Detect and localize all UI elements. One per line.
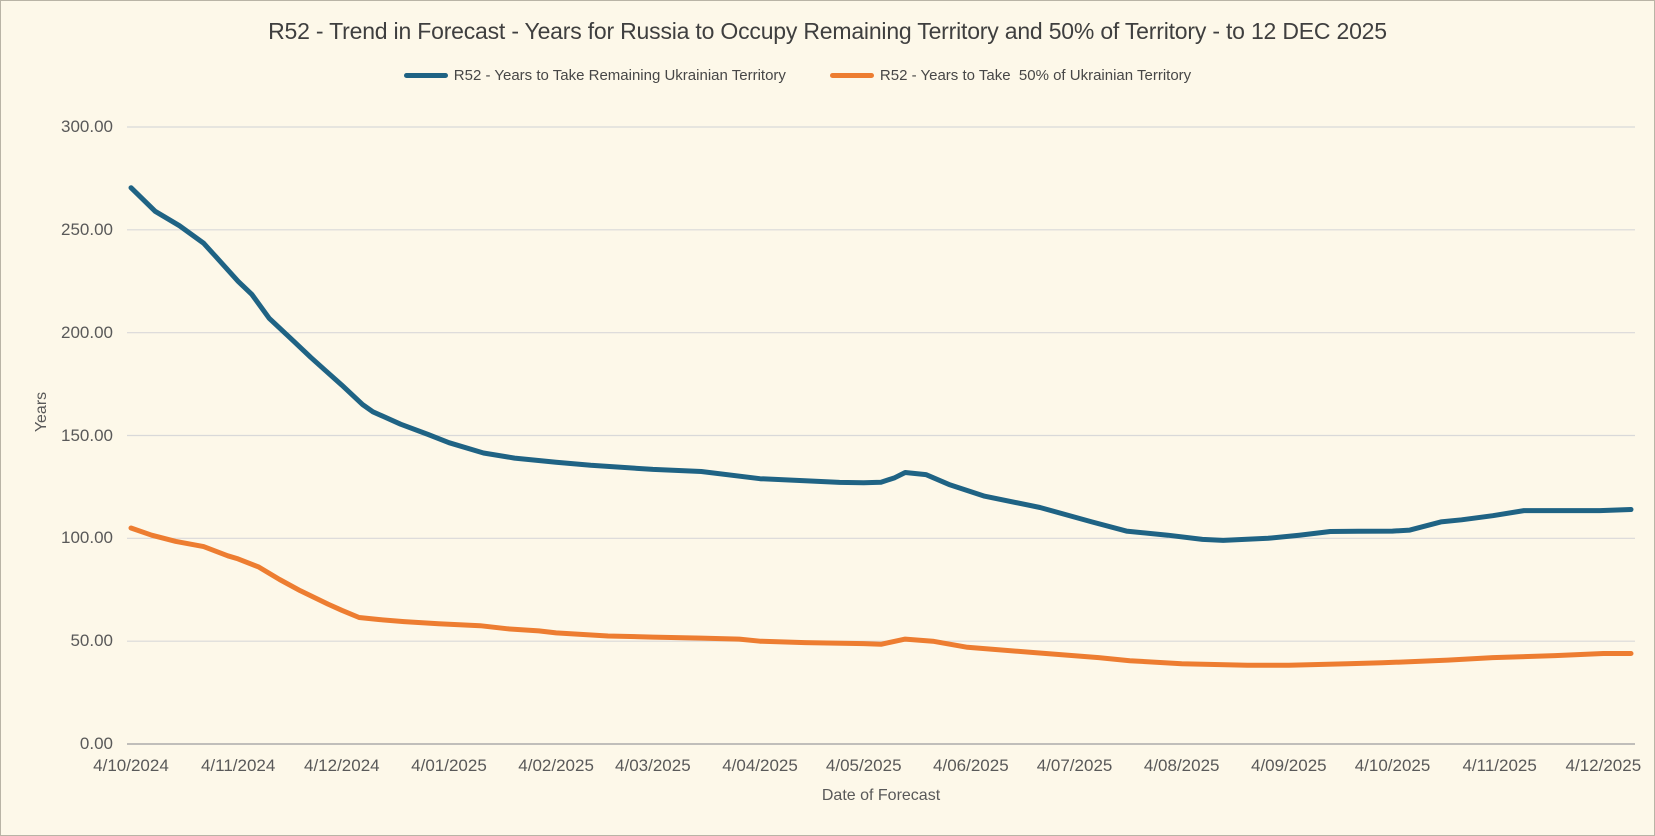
y-tick-label-150.00: 150.00 bbox=[61, 425, 113, 445]
x-tick-label-4/08/2025: 4/08/2025 bbox=[1143, 756, 1220, 775]
series-lines bbox=[128, 185, 1634, 668]
y-tick-label-300.00: 300.00 bbox=[61, 117, 113, 136]
series-line-1 bbox=[128, 525, 1634, 668]
legend-item-0: R52 - Years to Take Remaining Ukrainian … bbox=[403, 67, 786, 84]
x-tick-label-4/10/2025: 4/10/2025 bbox=[1354, 756, 1431, 775]
y-tick-label-250.00: 250.00 bbox=[61, 219, 113, 239]
x-tick-label-4/09/2025: 4/09/2025 bbox=[1251, 756, 1327, 775]
legend-line-swatch-icon bbox=[829, 73, 874, 78]
y-axis-title: Years bbox=[33, 391, 50, 433]
x-tick-label-4/12/2024: 4/12/2024 bbox=[304, 756, 380, 775]
x-tick-label-4/05/2025: 4/05/2025 bbox=[825, 756, 902, 775]
chart-title: R52 - Trend in Forecast - Years for Russ… bbox=[268, 18, 1387, 44]
x-tick-label-4/01/2025: 4/01/2025 bbox=[411, 756, 487, 775]
legend: R52 - Years to Take Remaining Ukrainian … bbox=[1, 67, 1654, 84]
x-tick-label-4/11/2025: 4/11/2025 bbox=[1462, 756, 1537, 775]
x-axis-title: Date of Forecast bbox=[821, 787, 941, 804]
x-tick-label-4/02/2025: 4/02/2025 bbox=[518, 756, 594, 775]
y-tick-label-200.00: 200.00 bbox=[61, 322, 113, 342]
x-tick-label-4/11/2024: 4/11/2024 bbox=[200, 756, 276, 775]
legend-item-1: R52 - Years to Take 50% of Ukrainian Ter… bbox=[829, 67, 1192, 84]
gridlines bbox=[127, 126, 1635, 745]
x-tick-label-4/03/2025: 4/03/2025 bbox=[615, 756, 691, 775]
y-tick-label-50.00: 50.00 bbox=[70, 631, 113, 651]
y-tick-label-100.00: 100.00 bbox=[61, 528, 113, 548]
legend-line-swatch-icon bbox=[403, 73, 448, 78]
y-tick-label-0.00: 0.00 bbox=[79, 734, 113, 753]
legend-label: R52 - Years to Take 50% of Ukrainian Ter… bbox=[879, 67, 1192, 84]
x-tick-label-4/07/2025: 4/07/2025 bbox=[1036, 756, 1113, 775]
x-tick-label-4/10/2024: 4/10/2024 bbox=[93, 756, 169, 775]
x-tick-label-4/12/2025: 4/12/2025 bbox=[1565, 756, 1642, 775]
series-line-0 bbox=[128, 185, 1634, 543]
x-tick-label-4/06/2025: 4/06/2025 bbox=[933, 756, 1009, 775]
x-tick-label-4/04/2025: 4/04/2025 bbox=[722, 756, 798, 775]
legend-label: R52 - Years to Take Remaining Ukrainian … bbox=[453, 67, 786, 84]
